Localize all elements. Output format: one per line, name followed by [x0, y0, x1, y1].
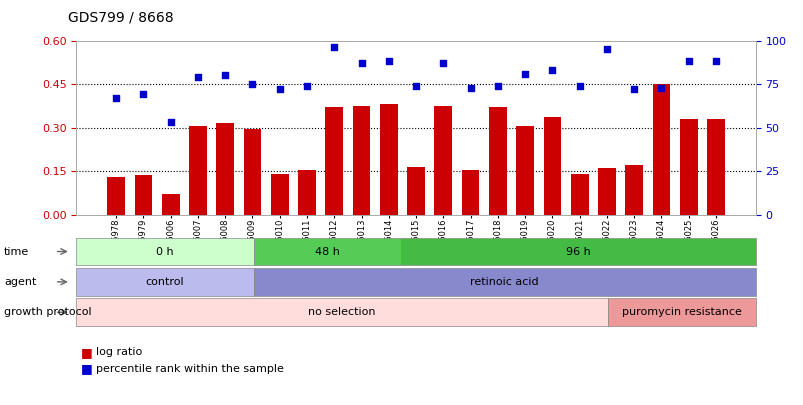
Point — [491, 83, 503, 89]
Bar — [461, 170, 479, 215]
Point — [436, 60, 449, 66]
Point — [191, 74, 204, 80]
Bar — [298, 170, 316, 215]
Point — [355, 60, 368, 66]
Text: ■: ■ — [80, 362, 92, 375]
Bar — [597, 168, 615, 215]
Bar — [107, 177, 124, 215]
Bar — [216, 123, 234, 215]
Text: percentile rank within the sample: percentile rank within the sample — [96, 364, 284, 373]
Bar — [189, 126, 206, 215]
Point — [682, 58, 695, 65]
Bar — [271, 174, 288, 215]
Point — [300, 83, 313, 89]
Text: 48 h: 48 h — [315, 247, 340, 256]
Bar — [134, 175, 152, 215]
Text: time: time — [4, 247, 29, 256]
Point — [164, 119, 177, 126]
Bar — [406, 167, 425, 215]
Bar — [543, 117, 560, 215]
Text: 96 h: 96 h — [565, 247, 590, 256]
Text: growth protocol: growth protocol — [4, 307, 92, 317]
Bar — [707, 119, 724, 215]
Point — [518, 70, 531, 77]
Bar — [516, 126, 533, 215]
Text: 0 h: 0 h — [156, 247, 173, 256]
Text: puromycin resistance: puromycin resistance — [622, 307, 741, 317]
Bar — [434, 106, 451, 215]
Point — [328, 44, 340, 51]
Bar — [325, 107, 343, 215]
Point — [273, 86, 286, 92]
Point — [545, 67, 558, 73]
Bar — [652, 84, 670, 215]
Point — [246, 81, 259, 87]
Text: ■: ■ — [80, 346, 92, 359]
Point — [709, 58, 722, 65]
Point — [573, 83, 585, 89]
Point — [654, 84, 667, 91]
Point — [463, 84, 476, 91]
Text: log ratio: log ratio — [96, 347, 143, 357]
Bar — [625, 165, 642, 215]
Point — [627, 86, 640, 92]
Bar — [353, 106, 370, 215]
Point — [109, 95, 122, 101]
Text: retinoic acid: retinoic acid — [470, 277, 538, 287]
Bar — [161, 194, 179, 215]
Point — [409, 83, 422, 89]
Text: agent: agent — [4, 277, 36, 287]
Point — [382, 58, 395, 65]
Bar — [679, 119, 697, 215]
Text: GDS799 / 8668: GDS799 / 8668 — [68, 10, 173, 24]
Bar — [380, 104, 397, 215]
Text: no selection: no selection — [308, 307, 376, 317]
Text: control: control — [145, 277, 184, 287]
Point — [137, 91, 149, 98]
Bar — [243, 129, 261, 215]
Point — [600, 46, 613, 53]
Point — [218, 72, 231, 79]
Bar — [488, 107, 506, 215]
Bar — [570, 174, 588, 215]
